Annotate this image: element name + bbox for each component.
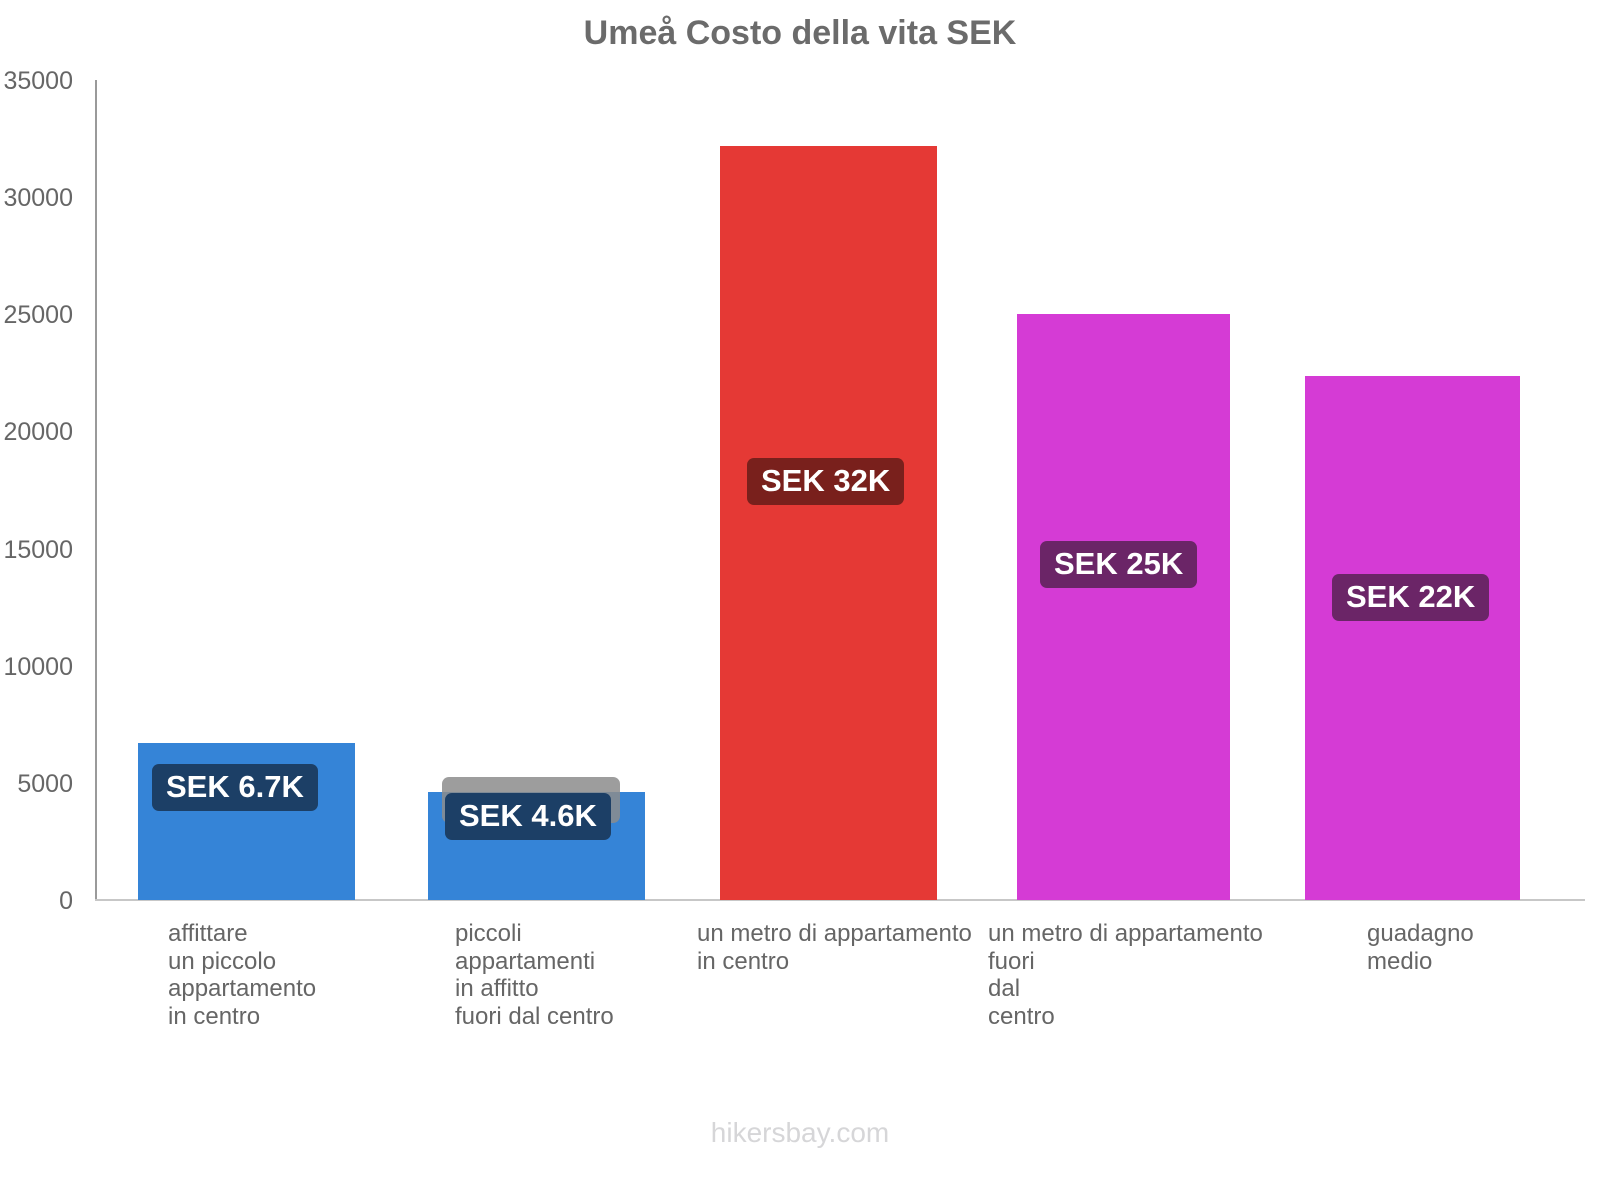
y-tick-label: 20000: [3, 418, 73, 447]
x-axis-baseline: [95, 899, 1585, 901]
y-tick-label: 5000: [17, 769, 73, 798]
footer-watermark: hikersbay.com: [710, 1117, 890, 1148]
bar-value-label: SEK 32K: [747, 458, 905, 505]
x-axis-category-label: un metro di appartamento in centro: [697, 920, 972, 975]
x-axis-category-label: piccoli appartamenti in affitto fuori da…: [455, 920, 614, 1030]
plot-area: 0 5000 10000 15000 20000 25000 30000 35000 SEK 6…: [3, 67, 1585, 915]
y-tick-label: 0: [59, 887, 73, 915]
bar-value-label: SEK 4.6K: [445, 793, 611, 840]
y-tick-label: 30000: [3, 184, 73, 213]
y-axis-line: [95, 80, 97, 900]
bar-value-label: SEK 6.7K: [152, 764, 318, 811]
y-tick-label: 25000: [3, 301, 73, 330]
chart-title: Umeå Costo della vita SEK: [583, 14, 1017, 52]
x-axis-category-label: affittare un piccolo appartamento in cen…: [168, 920, 317, 1030]
bar-value-label: SEK 25K: [1040, 541, 1198, 588]
y-tick-label: 15000: [3, 535, 73, 564]
x-axis-category-label: guadagno medio: [1367, 920, 1474, 975]
bar[interactable]: [1017, 314, 1230, 900]
bar[interactable]: [1305, 376, 1520, 900]
x-axis-category-label: un metro di appartamento fuori dal centr…: [988, 920, 1263, 1030]
bar[interactable]: [720, 145, 937, 900]
bar-value-label: SEK 22K: [1332, 574, 1490, 621]
y-tick-label: 10000: [3, 652, 73, 681]
y-tick-label: 35000: [3, 67, 73, 95]
